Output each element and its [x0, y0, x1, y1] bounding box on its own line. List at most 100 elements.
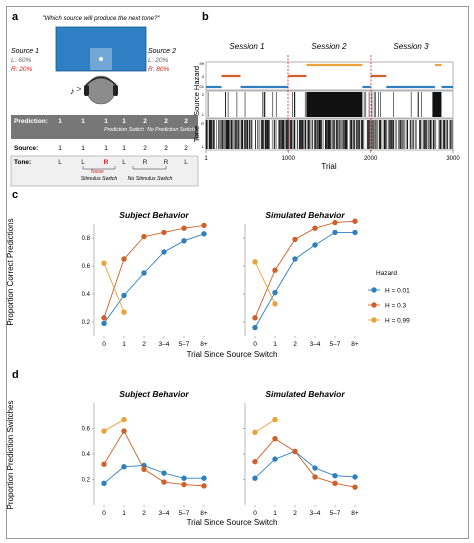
- hazard-legend: Hazard H = 0.01 H = 0.3 H = 0.99: [368, 270, 410, 324]
- d-y-tick-label: 0.4: [82, 452, 91, 458]
- d-data-point: [352, 474, 358, 480]
- c-data-point: [332, 229, 338, 236]
- tone-value: L: [81, 159, 85, 166]
- d-x-tick-label: 5–7: [179, 510, 190, 517]
- c-series-line: [103, 263, 125, 313]
- c-data-point: [201, 231, 207, 237]
- d-subplot-title: Subject Behavior: [119, 389, 189, 399]
- c-data-point: [161, 249, 167, 255]
- d-data-point: [201, 475, 207, 481]
- c-data-point: [181, 225, 187, 231]
- c-data-point: [312, 225, 318, 231]
- tone-value: R: [104, 159, 109, 166]
- d-subplot-1: Subject Behavior 0.2 0.4 0.6 0 1 2 3–4 5–7 8+: [82, 389, 214, 517]
- c-data-point: [201, 222, 207, 229]
- legend-entry: H = 0.99: [385, 317, 410, 324]
- legend-marker: [371, 287, 377, 293]
- source-value: 2: [143, 145, 147, 152]
- c-series-line: [103, 233, 205, 324]
- source1-left-prob: L: 60%: [11, 57, 31, 64]
- source-dense-block: [306, 92, 363, 117]
- d-data-point: [101, 428, 107, 434]
- prediction-value: 1: [104, 118, 108, 125]
- tone-plot: [205, 118, 454, 151]
- d-data-point: [252, 475, 258, 481]
- source2-left-prob: L: 20%: [148, 57, 168, 64]
- legend-title: Hazard: [376, 270, 397, 277]
- no-prediction-switch-label: No Prediction Switch: [147, 127, 195, 133]
- source-value: 2: [184, 145, 188, 152]
- d-data-point: [141, 466, 147, 472]
- c-data-point: [292, 236, 298, 243]
- c-data-point: [101, 260, 107, 266]
- hazard-tick-01: .01: [198, 84, 204, 89]
- panel-d-xlabel: Trial Since Source Switch: [187, 518, 278, 527]
- prediction-value: 1: [122, 118, 126, 125]
- fixation-dot: [99, 57, 103, 61]
- d-data-point: [332, 480, 338, 487]
- c-data-point: [312, 242, 318, 248]
- panel-c-label: c: [12, 189, 18, 201]
- c-subplot-1: Subject Behavior 0.2 0.4 0.6 0.8 0 1 2 3–4 5–7 8+: [82, 210, 214, 348]
- d-data-point: [201, 483, 207, 489]
- d-x-tick-label: 8+: [200, 510, 208, 517]
- d-x-tick-label: 5–7: [330, 510, 341, 517]
- d-series-line: [254, 438, 356, 488]
- c-x-tick-label: 2: [142, 341, 146, 348]
- c-data-point: [121, 256, 127, 262]
- d-y-tick-label: 0.2: [82, 478, 91, 484]
- prediction-switch-label: Prediction Switch: [104, 127, 144, 133]
- d-x-tick-label: 2: [142, 510, 146, 517]
- c-y-tick-label: 0.2: [82, 320, 91, 326]
- c-plot-area: [245, 224, 365, 336]
- tone-value: R: [143, 159, 148, 166]
- headphone-left: [84, 85, 89, 96]
- d-data-point: [272, 416, 278, 423]
- d-data-point: [332, 472, 338, 479]
- d-data-point: [121, 416, 127, 423]
- d-plot-area: [94, 403, 214, 505]
- c-x-tick-label: 5–7: [179, 341, 190, 348]
- trial-axis-label: Trial: [321, 162, 336, 171]
- prediction-value: 1: [58, 118, 62, 125]
- prediction-value: 2: [184, 118, 188, 125]
- legend-marker: [371, 317, 377, 323]
- d-data-point: [252, 458, 258, 465]
- prediction-value: 1: [81, 118, 85, 125]
- d-x-tick-label: 2: [293, 510, 297, 517]
- c-series-line: [254, 220, 356, 318]
- source-label: Source:: [14, 145, 38, 152]
- c-subplot-title: Subject Behavior: [119, 210, 189, 220]
- panel-a-label: a: [12, 11, 19, 23]
- panel-b-label: b: [202, 11, 209, 23]
- legend-marker: [371, 302, 377, 308]
- c-x-tick-label: 2: [293, 341, 297, 348]
- question-text: "Which source will produce the next tone…: [42, 15, 160, 22]
- c-x-tick-label: 3–4: [159, 341, 170, 348]
- c-data-point: [292, 256, 298, 262]
- stimulus-switch-label: Stimulus Switch: [81, 176, 118, 182]
- d-plot-area: [245, 403, 365, 505]
- c-plot-area: [94, 224, 214, 336]
- d-data-point: [101, 480, 107, 487]
- c-series-line: [103, 224, 205, 318]
- headphone-band: [85, 76, 117, 86]
- d-series-line: [103, 430, 205, 487]
- d-data-point: [312, 465, 318, 471]
- panel-d-ylabel: Proportion Prediction Switches: [6, 401, 15, 510]
- source1-title: Source 1: [11, 48, 39, 55]
- c-data-point: [121, 292, 127, 299]
- d-x-tick-label: 1: [122, 510, 126, 517]
- d-data-point: [161, 479, 167, 485]
- d-series-line: [103, 465, 204, 484]
- stimulus-switch-bracket: [82, 166, 116, 170]
- c-data-point: [141, 270, 147, 276]
- trial-tick-label: 1: [204, 156, 208, 162]
- c-data-point: [252, 315, 258, 321]
- panel-c-xlabel: Trial Since Source Switch: [187, 350, 278, 359]
- d-data-point: [292, 448, 298, 455]
- d-subplot-title: Simulated Behavior: [265, 389, 345, 399]
- c-data-point: [252, 259, 258, 265]
- d-series-line: [254, 450, 356, 479]
- c-x-tick-label: 1: [122, 341, 126, 348]
